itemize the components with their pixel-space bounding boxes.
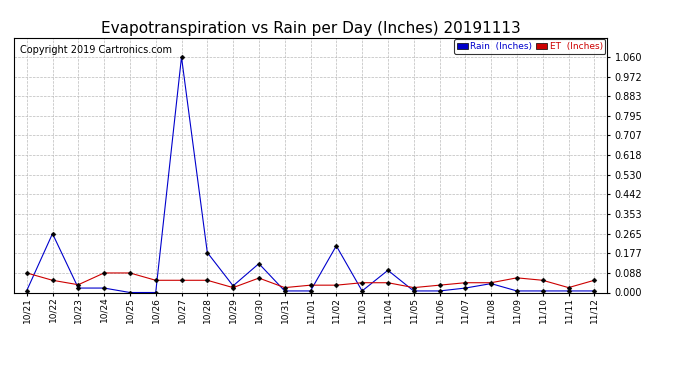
- Title: Evapotranspiration vs Rain per Day (Inches) 20191113: Evapotranspiration vs Rain per Day (Inch…: [101, 21, 520, 36]
- Text: Copyright 2019 Cartronics.com: Copyright 2019 Cartronics.com: [20, 45, 172, 55]
- Legend: Rain  (Inches), ET  (Inches): Rain (Inches), ET (Inches): [454, 39, 605, 54]
